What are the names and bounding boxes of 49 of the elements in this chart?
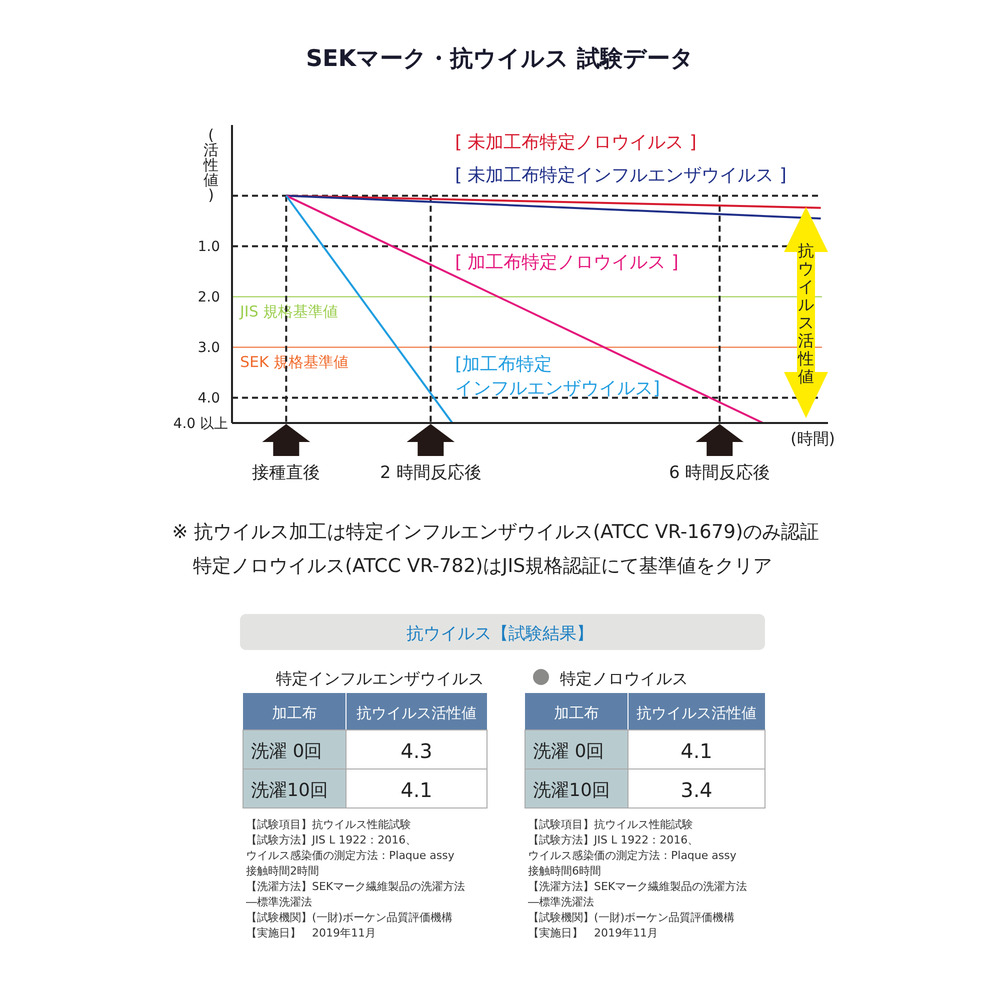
x-tick-label: 接種直後 (252, 463, 320, 483)
text: 【試験機関】(一財)ボーケン品質評価機構 (246, 911, 453, 924)
text: 【洗濯方法】SEKマーク繊維製品の洗濯方法 (246, 880, 466, 893)
text: 加工布 (272, 704, 317, 722)
y-axis-title: (活性値) (202, 126, 218, 204)
text: 接触時間6時間 (528, 864, 601, 878)
text: 抗ウイルス【試験結果】 (406, 624, 594, 644)
text: ―標準洗濯法 (246, 896, 312, 908)
text: 特定インフルエンザウイルス (276, 669, 484, 688)
text: 特定ノロウイルス(ATCC VR-782)はJIS規格認証にて基準値をクリア (193, 555, 772, 577)
series-label: [加工布特定インフルエンザウイルス] (455, 354, 660, 399)
x-axis-title: (時間) (790, 429, 835, 448)
text: 接触時間2時間 (246, 864, 319, 878)
text: 【試験方法】JIS L 1922：2016、 (246, 834, 417, 846)
text: 抗ウイルス活性値 (356, 704, 476, 722)
category-label: 洗濯10回 (251, 780, 328, 801)
text: 加工布 (554, 704, 599, 722)
y-tick-label: 4.0 (198, 390, 220, 407)
text: 特定ノロウイルス (560, 669, 688, 688)
data-label: 3.4 (680, 778, 712, 802)
x-tick-label: 2 時間反応後 (380, 463, 482, 483)
series-label: [ 未加工布特定インフルエンザウイルス ] (455, 165, 786, 186)
data-label: 4.3 (400, 739, 432, 763)
x-tick-label: 6 時間反応後 (669, 463, 770, 483)
y-tick-label: 1.0 (198, 239, 220, 256)
y-tick-label: 3.0 (198, 340, 220, 356)
chart-title: SEKマーク・抗ウイルス 試験データ (306, 46, 694, 72)
text: 【試験項目】抗ウイルス性能試験 (528, 818, 693, 831)
annotation: 抗ウイルス活性値 (797, 241, 814, 386)
text: 【洗濯方法】SEKマーク繊維製品の洗濯方法 (528, 880, 748, 893)
text: 【試験方法】JIS L 1922：2016、 (528, 834, 699, 846)
data-label: 4.1 (680, 739, 712, 763)
category-label: 洗濯10回 (533, 780, 610, 801)
text: ウイルス感染価の測定方法：Plaque assy (246, 849, 455, 862)
category-label: 洗濯 0回 (533, 741, 604, 762)
text: ※ 抗ウイルス加工は特定インフルエンザウイルス(ATCC VR-1679)のみ認証 (172, 521, 820, 543)
text: 【実施日】 2019年11月 (246, 926, 376, 940)
text: ―標準洗濯法 (528, 896, 594, 908)
text: ウイルス感染価の測定方法：Plaque assy (528, 849, 737, 862)
text: 抗ウイルス活性値 (636, 704, 756, 722)
data-label: 4.1 (400, 778, 432, 802)
text: 4.0 以上 (173, 416, 228, 432)
series-label: [ 加工布特定ノロウイルス ] (455, 252, 678, 273)
y-tick-label: 2.0 (198, 290, 220, 306)
text: 【実施日】 2019年11月 (528, 926, 658, 940)
text: 【試験機関】(一財)ボーケン品質評価機構 (528, 911, 735, 924)
text: [ 未加工布特定ノロウイルス ] (455, 132, 696, 153)
category-label: 洗濯 0回 (251, 741, 322, 762)
text: 【試験項目】抗ウイルス性能試験 (246, 818, 411, 831)
